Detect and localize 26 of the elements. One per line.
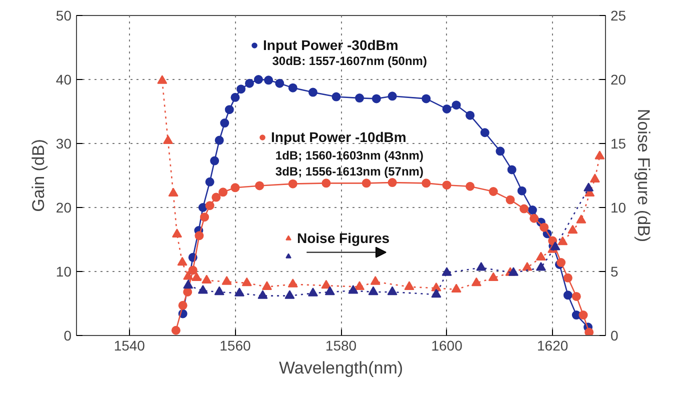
- x-tick-label: 1600: [431, 338, 463, 354]
- y2-tick-label: 15: [610, 136, 626, 152]
- x-tick-label: 1560: [220, 338, 251, 354]
- annotation: 3dB; 1556-1613nm (57nm): [275, 164, 424, 179]
- y2-tick-label: 10: [610, 200, 626, 216]
- y2-axis-title: Noise Figure (dB): [634, 108, 654, 242]
- x-tick-label: 1620: [537, 338, 568, 354]
- x-tick-label: 1540: [114, 338, 146, 354]
- annotation: 30dB: 1557-1607nm (50nm): [272, 54, 427, 68]
- y-tick-label: 30: [56, 136, 72, 152]
- annotation: 1dB; 1560-1603nm (43nm): [275, 148, 424, 163]
- y-axis-title: Gain (dB): [28, 139, 48, 212]
- y-tick-label: 10: [56, 264, 72, 280]
- y2-tick-label: 5: [610, 264, 618, 280]
- x-tick-label: 1580: [325, 338, 357, 354]
- y-tick-label: 40: [56, 72, 72, 88]
- y-tick-label: 0: [64, 328, 72, 344]
- y-tick-label: 20: [56, 200, 72, 216]
- y2-tick-label: 20: [610, 72, 626, 88]
- legend-label: Input Power -10dBm: [271, 128, 406, 146]
- y2-tick-label: 25: [610, 8, 626, 24]
- x-axis-title: Wavelength(nm): [278, 358, 404, 378]
- legend-label: Noise Figures: [297, 229, 390, 247]
- legend-label: Input Power -30dBm: [263, 36, 398, 54]
- y2-tick-label: 0: [610, 328, 618, 344]
- y-tick-label: 50: [56, 8, 72, 24]
